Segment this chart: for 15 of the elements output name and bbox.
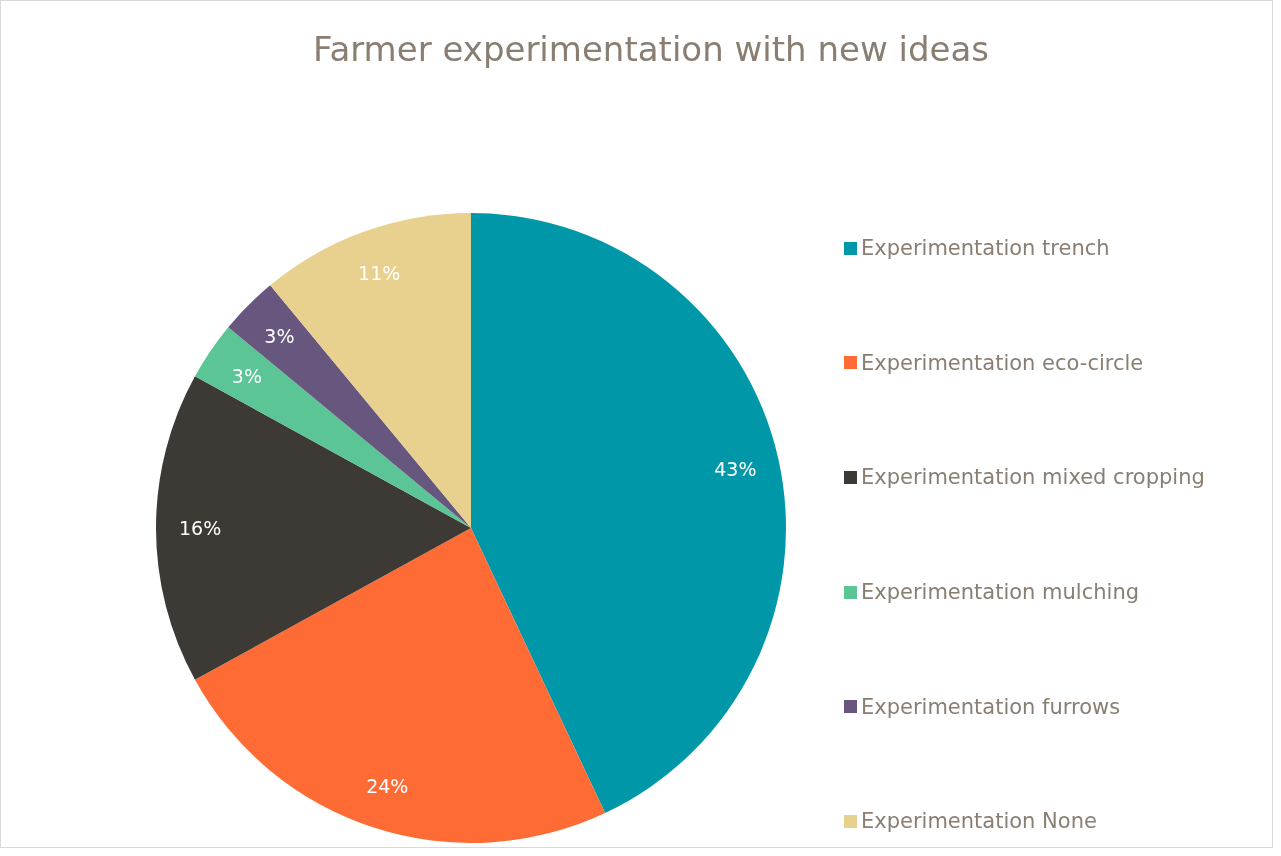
legend-label: Experimentation trench [861,236,1110,261]
legend-label: Experimentation mixed cropping [861,465,1205,490]
legend-label: Experimentation mulching [861,580,1140,605]
pie-slice [228,285,471,528]
legend-label: Experimentation None [861,809,1097,834]
data-label: 16% [178,517,222,539]
legend-label: Experimentation eco-circle [861,350,1144,375]
data-label: 3% [231,364,263,387]
data-label: 11% [358,262,401,285]
legend-label: Experimentation furrows [861,694,1121,719]
data-label: 24% [366,774,409,797]
chart-title: Farmer experimentation with new ideas [311,29,991,69]
data-label: 43% [714,457,757,480]
data-label: 3% [264,325,295,348]
pie-slice [471,213,786,814]
